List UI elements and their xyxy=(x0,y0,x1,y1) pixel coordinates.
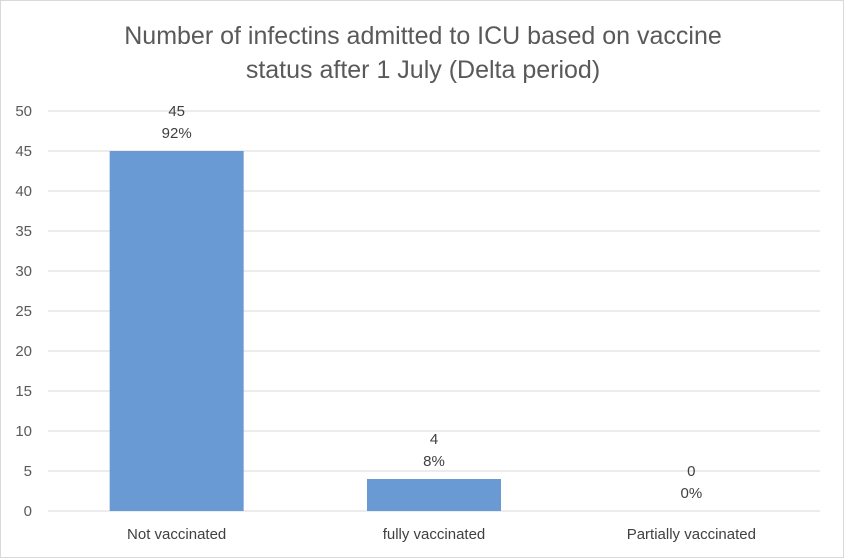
y-tick-label: 10 xyxy=(15,423,32,440)
x-category-label: fully vaccinated xyxy=(383,526,486,543)
x-category-label: Partially vaccinated xyxy=(627,526,756,543)
bar xyxy=(109,151,244,511)
y-tick-label: 0 xyxy=(24,503,32,520)
y-tick-label: 35 xyxy=(15,223,32,240)
y-tick-label: 50 xyxy=(15,103,32,120)
y-tick-label: 45 xyxy=(15,143,32,160)
data-label-value: 0 xyxy=(687,463,695,480)
data-label-percent: 8% xyxy=(423,453,445,470)
y-tick-label: 30 xyxy=(15,263,32,280)
data-label-percent: 92% xyxy=(162,125,192,142)
chart-title-line-1: Number of infectins admitted to ICU base… xyxy=(124,22,722,50)
y-tick-label: 15 xyxy=(15,383,32,400)
y-tick-label: 20 xyxy=(15,343,32,360)
chart-title: Number of infectins admitted to ICU base… xyxy=(61,19,785,87)
data-label-value: 45 xyxy=(168,103,185,120)
y-tick-label: 5 xyxy=(24,463,32,480)
y-tick-label: 40 xyxy=(15,183,32,200)
x-category-label: Not vaccinated xyxy=(127,526,226,543)
data-label-value: 4 xyxy=(430,431,438,448)
bar xyxy=(367,479,501,511)
chart-title-line-2: status after 1 July (Delta period) xyxy=(245,56,601,84)
y-tick-label: 25 xyxy=(15,303,32,320)
data-label-percent: 0% xyxy=(680,485,702,502)
